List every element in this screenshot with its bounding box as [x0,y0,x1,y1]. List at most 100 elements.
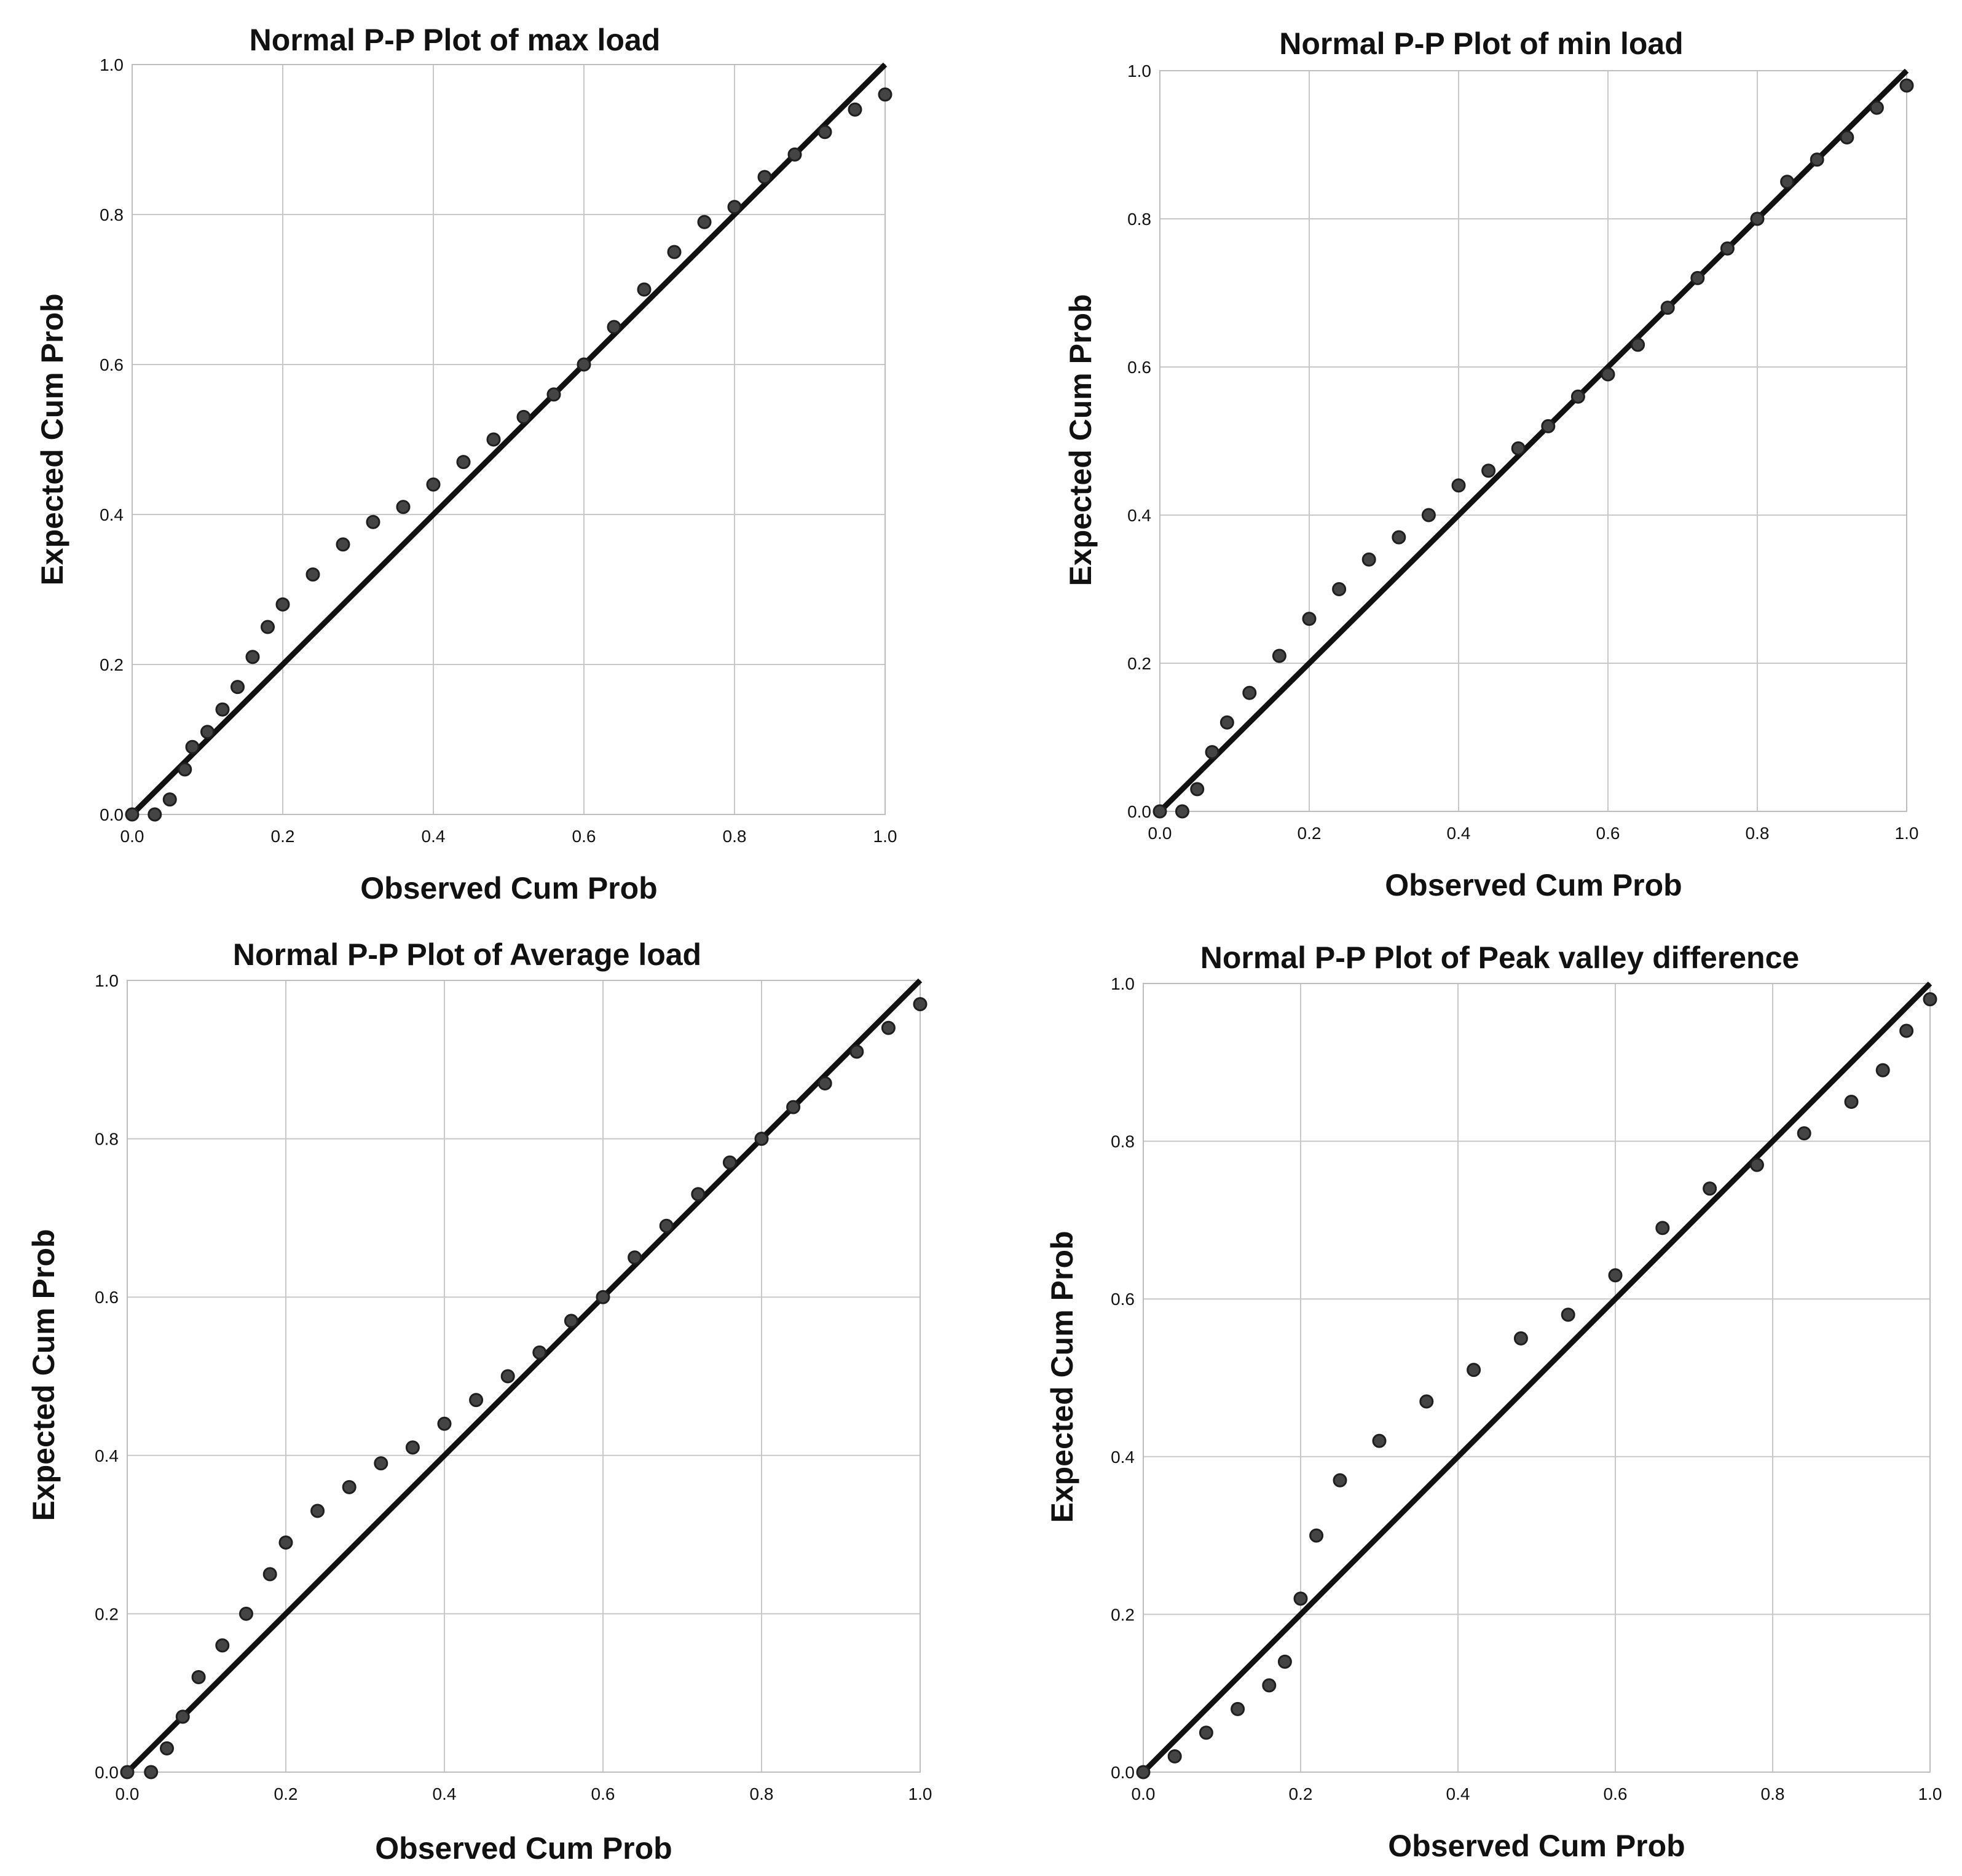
data-point [126,808,138,821]
data-point [192,1671,205,1683]
x-tick-label: 0.2 [274,1784,298,1803]
data-point [1924,993,1936,1006]
chart-panel-min-load: 0.0 0.2 0.4 0.6 0.8 1.00.00.20.40.60.81.0Norm… [1063,26,1918,902]
data-point [1811,154,1823,166]
x-tick-label: 0.0 [120,827,144,846]
x-tick-label: 0.6 [572,827,596,846]
x-tick-label: 0.8 [1761,1784,1785,1803]
pp-plot-figure: 0.0 0.2 0.4 0.6 0.8 1.0 0.0 0.2 0.4 0.6 0.8 1.0 Norm… [0,0,1962,1876]
data-point [1877,1064,1889,1076]
y-tick-label: 0.6 [1111,1290,1135,1309]
data-point [1845,1095,1858,1108]
data-point [692,1188,704,1200]
data-point [277,598,289,610]
chart-title: Normal P-P Plot of min load [1279,26,1683,61]
data-point [1263,1679,1275,1692]
data-point [1334,1474,1346,1486]
x-tick-label: 0.4 [422,827,446,846]
data-point [457,456,470,468]
y-tick-label: 0.6 [95,1288,119,1307]
data-point [698,216,711,228]
data-point [1243,687,1256,699]
x-tick-label: 0.0 [1132,1784,1156,1803]
y-tick-label: 0.0 [1111,1763,1135,1782]
data-point [1721,242,1733,254]
data-point [1798,1127,1810,1140]
data-point [470,1394,483,1406]
data-point [1206,746,1218,759]
data-point [597,1291,609,1303]
data-point [534,1346,546,1358]
data-point [397,501,409,513]
data-point [1363,553,1375,566]
y-tick-label: 0.4 [95,1446,119,1465]
data-point [608,321,620,333]
data-point [758,171,771,183]
data-point [914,998,926,1011]
data-point [312,1505,324,1517]
x-tick-label: 0.4 [1447,824,1471,843]
chart-title: Normal P-P Plot of Average load [233,937,701,972]
data-point [787,1101,800,1113]
data-point [176,1711,189,1723]
data-point [789,148,801,160]
y-tick-label: 0.4 [1111,1448,1135,1467]
x-tick-label: 0.6 [1596,824,1620,843]
x-tick-label: 0.2 [1298,824,1322,843]
y-tick-label: 0.8 [1127,210,1151,229]
data-point [1176,805,1188,818]
data-point [1632,339,1644,351]
x-tick-label: 0.2 [271,827,295,846]
data-point [1512,443,1524,455]
x-tick-label: 0.6 [1604,1784,1628,1803]
plot-area: 0.0 0.2 0.4 0.6 0.8 1.0 0.0 0.2 0.4 0.6 0.8 1.0 [100,55,897,846]
data-point [819,126,831,138]
data-point [1373,1435,1385,1447]
data-point [487,433,500,446]
data-point [1483,465,1495,477]
data-point [1273,650,1285,662]
plot-area: 0.0 0.2 0.4 0.6 0.8 1.0 0.0 0.2 0.4 0.6 0.8 1.0 [95,971,932,1803]
y-tick-label: 0.2 [1111,1605,1135,1624]
data-point [1468,1364,1480,1376]
y-tick-label: 1.0 [1111,974,1135,993]
data-point [1657,1222,1669,1234]
data-point [1422,509,1435,521]
data-point [1781,176,1794,188]
data-point [216,1639,229,1652]
data-point [1278,1655,1291,1668]
data-point [406,1441,419,1454]
chart-panel-peak-valley-difference: 0.0 0.2 0.4 0.6 0.8 1.00.00.20.40.60.81.0Norm… [1045,940,1942,1863]
x-tick-label: 1.0 [1918,1784,1942,1803]
data-point [1901,79,1913,92]
data-point [202,726,214,738]
data-point [1294,1593,1307,1605]
data-point [1232,1703,1244,1715]
data-point [755,1133,768,1145]
data-point [638,283,650,296]
y-tick-label: 0.4 [1127,506,1151,525]
data-point [232,681,244,693]
data-point [1310,1529,1323,1542]
reference-line [132,65,885,814]
data-point [1572,390,1584,403]
data-point [375,1457,387,1470]
data-point [186,741,199,753]
data-point [307,569,319,581]
data-point [179,763,191,776]
data-point [1137,1766,1149,1778]
chart-panel-average-load: 0.0 0.2 0.4 0.6 0.8 1.00.00.20.40.60.81.0Norm… [26,937,932,1866]
data-point [161,1742,173,1754]
x-tick-label: 0.4 [433,1784,457,1803]
y-tick-label: 0.8 [1111,1132,1135,1151]
data-series [126,89,891,821]
data-point [1751,213,1763,225]
x-tick-label: 1.0 [908,1784,932,1803]
x-tick-label: 1.0 [1895,824,1919,843]
y-tick-label: 0.2 [95,1604,119,1623]
data-point [1191,783,1204,795]
y-tick-label: 0.0 [100,805,124,824]
x-tick-label: 0.0 [1148,824,1172,843]
data-point [240,1607,253,1620]
data-point [164,794,176,806]
